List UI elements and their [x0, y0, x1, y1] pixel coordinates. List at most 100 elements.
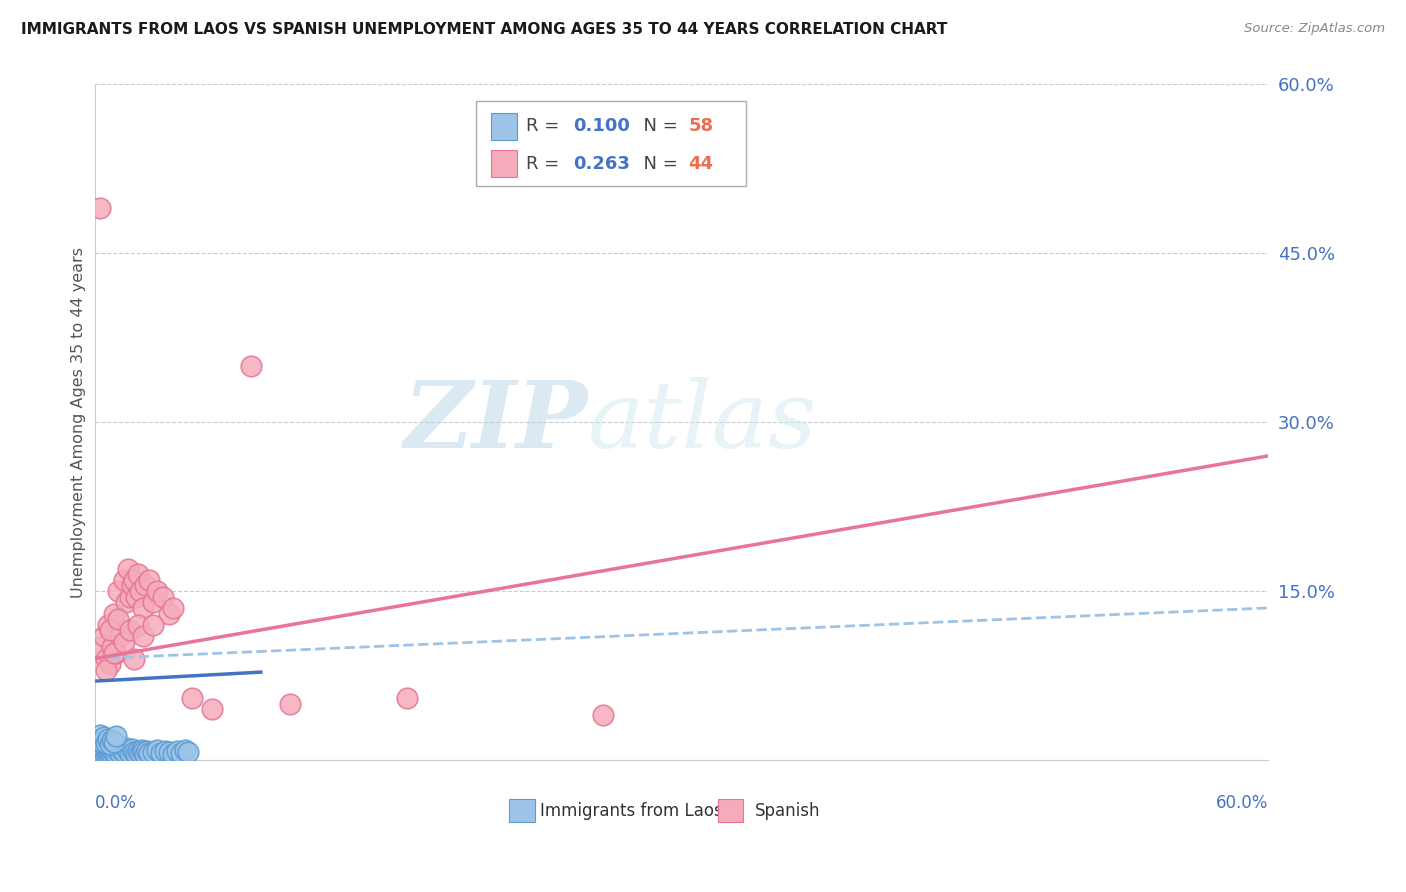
Point	[91, 735, 114, 749]
Point	[103, 740, 125, 755]
Point	[89, 728, 111, 742]
Point	[112, 745, 135, 759]
Text: 60.0%: 60.0%	[1216, 794, 1268, 812]
Text: 0.263: 0.263	[574, 154, 630, 173]
Point	[98, 737, 121, 751]
Point	[96, 651, 118, 665]
Point	[396, 691, 419, 706]
Text: IMMIGRANTS FROM LAOS VS SPANISH UNEMPLOYMENT AMONG AGES 35 TO 44 YEARS CORRELATI: IMMIGRANTS FROM LAOS VS SPANISH UNEMPLOY…	[21, 22, 948, 37]
Point	[240, 359, 263, 373]
Point	[142, 745, 165, 759]
Point	[93, 749, 115, 764]
Point	[162, 747, 184, 762]
Text: Immigrants from Laos: Immigrants from Laos	[540, 802, 723, 820]
Point	[127, 617, 149, 632]
Point	[131, 743, 153, 757]
Point	[107, 584, 129, 599]
Point	[101, 748, 124, 763]
Point	[97, 731, 120, 746]
Point	[138, 573, 160, 587]
Text: 44: 44	[689, 154, 713, 173]
Point	[127, 567, 149, 582]
Point	[124, 747, 146, 762]
Point	[105, 729, 128, 743]
Point	[87, 732, 110, 747]
Point	[89, 640, 111, 655]
Point	[138, 746, 160, 760]
Point	[146, 743, 169, 757]
Point	[132, 601, 155, 615]
Point	[89, 202, 111, 216]
Point	[153, 744, 176, 758]
Point	[101, 743, 124, 757]
Point	[97, 741, 120, 756]
Point	[98, 745, 121, 759]
Point	[97, 617, 120, 632]
Point	[108, 746, 131, 760]
FancyBboxPatch shape	[509, 799, 534, 822]
Text: Spanish: Spanish	[755, 802, 821, 820]
Point	[105, 646, 128, 660]
Point	[128, 746, 150, 760]
Point	[173, 743, 195, 757]
Point	[96, 663, 118, 677]
Point	[103, 735, 125, 749]
Point	[103, 607, 125, 621]
Point	[112, 634, 135, 648]
Point	[117, 744, 139, 758]
Point	[107, 739, 129, 753]
Point	[115, 740, 138, 755]
Point	[128, 584, 150, 599]
Point	[86, 750, 108, 764]
FancyBboxPatch shape	[717, 799, 744, 822]
Point	[98, 657, 121, 672]
Point	[121, 741, 143, 756]
Text: N =: N =	[631, 154, 683, 173]
FancyBboxPatch shape	[475, 102, 745, 186]
Point	[124, 590, 146, 604]
Point	[118, 590, 141, 604]
Y-axis label: Unemployment Among Ages 35 to 44 years: Unemployment Among Ages 35 to 44 years	[72, 247, 86, 598]
Point	[89, 745, 111, 759]
Point	[592, 707, 614, 722]
Point	[91, 746, 114, 760]
Point	[169, 746, 191, 760]
Text: atlas: atlas	[588, 377, 817, 467]
Point	[107, 612, 129, 626]
Text: N =: N =	[631, 118, 683, 136]
Text: 0.0%: 0.0%	[94, 794, 136, 812]
Point	[134, 578, 156, 592]
Point	[87, 747, 110, 762]
Point	[101, 732, 124, 747]
FancyBboxPatch shape	[491, 150, 517, 178]
Text: Source: ZipAtlas.com: Source: ZipAtlas.com	[1244, 22, 1385, 36]
Point	[93, 731, 115, 745]
Point	[157, 607, 180, 621]
Point	[162, 601, 184, 615]
Point	[118, 746, 141, 760]
Text: ZIP: ZIP	[404, 377, 588, 467]
Text: 0.100: 0.100	[574, 118, 630, 136]
Point	[97, 747, 120, 762]
Point	[122, 651, 145, 665]
Point	[122, 573, 145, 587]
Point	[87, 749, 110, 764]
Point	[115, 595, 138, 609]
Point	[152, 590, 174, 604]
Point	[118, 624, 141, 638]
Point	[127, 744, 149, 758]
Point	[157, 745, 180, 759]
Point	[98, 624, 121, 638]
Point	[117, 561, 139, 575]
Point	[181, 691, 204, 706]
Point	[96, 736, 118, 750]
Point	[278, 697, 301, 711]
Point	[103, 746, 125, 760]
Point	[93, 744, 115, 758]
Point	[105, 747, 128, 762]
Point	[122, 745, 145, 759]
Point	[132, 629, 155, 643]
Point	[121, 578, 143, 592]
Point	[96, 743, 118, 757]
Point	[108, 629, 131, 643]
